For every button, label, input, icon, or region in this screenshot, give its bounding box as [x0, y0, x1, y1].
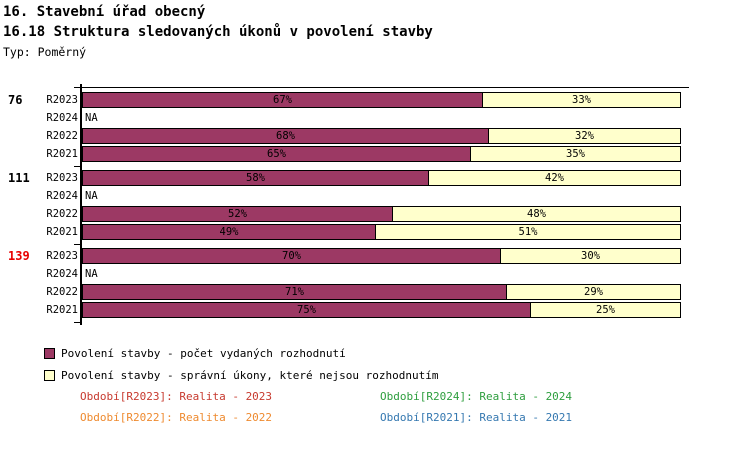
bar-segment-decisions: 67%: [82, 92, 483, 108]
chart-row-bar: 71% 29%: [82, 284, 681, 300]
row-period-label: R2022: [46, 208, 78, 220]
chart-row-bar: 67% 33%: [82, 92, 681, 108]
row-period-label: R2022: [46, 286, 78, 298]
y-axis-line: [80, 84, 82, 325]
chart-row-bar: 52% 48%: [82, 206, 681, 222]
legend-item: Povolení stavby - počet vydaných rozhodn…: [44, 346, 439, 360]
row-period-label: R2023: [46, 172, 78, 184]
bar-segment-other: 51%: [375, 224, 681, 240]
row-period-label: R2024: [46, 190, 78, 202]
bar-segment-other: 25%: [530, 302, 681, 318]
bar-segment-decisions: 68%: [82, 128, 489, 144]
bar-segment-decisions: 49%: [82, 224, 376, 240]
row-period-label: R2022: [46, 130, 78, 142]
axis-tick: [74, 322, 81, 323]
bar-segment-decisions: 75%: [82, 302, 531, 318]
period-legend-item-r2024: Období[R2024]: Realita - 2024: [380, 390, 573, 403]
na-label: NA: [85, 190, 98, 202]
series-legend: Povolení stavby - počet vydaných rozhodn…: [44, 346, 439, 390]
bar-segment-other: 30%: [500, 248, 681, 264]
axis-tick: [74, 166, 81, 167]
bar-segment-decisions: 70%: [82, 248, 501, 264]
bar-segment-other: 33%: [482, 92, 681, 108]
chart-row-bar: 75% 25%: [82, 302, 681, 318]
bar-segment-other: 48%: [392, 206, 681, 222]
chart-row-bar: 58% 42%: [82, 170, 681, 186]
bar-segment-decisions: 52%: [82, 206, 393, 222]
chart-row-bar: 70% 30%: [82, 248, 681, 264]
bar-segment-other: 29%: [506, 284, 681, 300]
na-label: NA: [85, 112, 98, 124]
legend-swatch-other: [44, 369, 55, 381]
legend-label: Povolení stavby - počet vydaných rozhodn…: [61, 346, 346, 360]
axis-top-line: [80, 87, 689, 88]
row-period-label: R2023: [46, 250, 78, 262]
legend-swatch-decisions: [44, 347, 55, 359]
group-count-label: 76: [8, 93, 23, 107]
row-period-label: R2021: [46, 148, 78, 160]
bar-segment-decisions: 71%: [82, 284, 507, 300]
bar-segment-decisions: 65%: [82, 146, 471, 162]
bar-segment-decisions: 58%: [82, 170, 429, 186]
page-title: 16.18 Struktura sledovaných úkonů v povo…: [3, 24, 433, 40]
group-count-label: 111: [8, 171, 30, 185]
report-section-title: 16. Stavební úřad obecný: [3, 4, 206, 20]
chart-row-bar: 65% 35%: [82, 146, 681, 162]
group-count-label: 139: [8, 249, 30, 263]
legend-item: Povolení stavby - správní úkony, které n…: [44, 368, 439, 382]
period-legend-item-r2023: Období[R2023]: Realita - 2023: [80, 390, 273, 403]
bar-segment-other: 35%: [470, 146, 681, 162]
bar-segment-other: 32%: [488, 128, 681, 144]
period-legend: Období[R2023]: Realita - 2023 Období[R20…: [80, 390, 680, 425]
row-period-label: R2021: [46, 226, 78, 238]
chart-row-bar: 49% 51%: [82, 224, 681, 240]
row-period-label: R2024: [46, 268, 78, 280]
period-legend-item-r2021: Období[R2021]: Realita - 2021: [380, 411, 573, 424]
bar-segment-other: 42%: [428, 170, 681, 186]
period-legend-item-r2022: Období[R2022]: Realita - 2022: [80, 411, 273, 424]
row-period-label: R2024: [46, 112, 78, 124]
row-period-label: R2023: [46, 94, 78, 106]
na-label: NA: [85, 268, 98, 280]
chart-row-bar: 68% 32%: [82, 128, 681, 144]
axis-tick: [74, 244, 81, 245]
row-period-label: R2021: [46, 304, 78, 316]
legend-label: Povolení stavby - správní úkony, které n…: [61, 368, 439, 382]
stacked-bar-chart: 76 R2023 67% 33% R2024 NA R2022 68% 32% R2021 65% 3…: [8, 84, 689, 325]
axis-tick: [74, 87, 81, 88]
chart-type-label: Typ: Poměrný: [3, 45, 87, 59]
